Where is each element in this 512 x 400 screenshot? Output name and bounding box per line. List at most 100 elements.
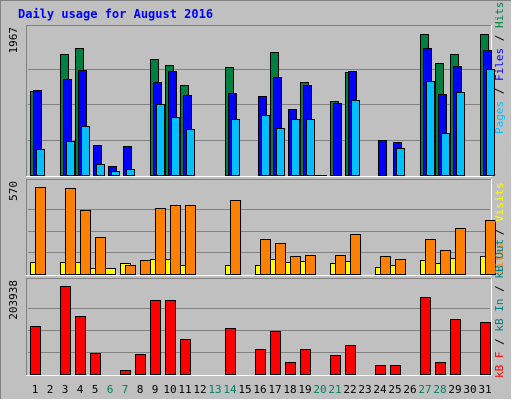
panel-top-scale-label: 1967 [7,27,20,54]
bar-pages-day-11 [186,129,195,176]
legend-top-segment: Pages [493,101,506,134]
x-label-day-5: 5 [92,383,99,396]
bar-kb-f-day-24 [375,365,386,375]
bar-kb-f-day-5 [90,353,101,375]
x-label-day-24: 24 [373,383,387,396]
bar-sites-day-28 [440,250,451,275]
legend-bottom-segment: kB In [493,299,506,332]
panel-bottom-scale-label: 203938 [7,280,20,320]
bar-sites-day-4 [80,210,91,275]
legend-top-segment: Hits [493,2,506,29]
x-label-day-25: 25 [388,383,401,396]
x-label-day-3: 3 [62,383,69,396]
x-label-day-16: 16 [253,383,266,396]
bar-sites-day-7 [125,265,136,275]
bar-sites-day-18 [290,256,301,275]
bar-kb-f-day-27 [420,297,431,375]
x-label-day-4: 4 [77,383,84,396]
panel-bottom: 203938 [7,278,492,376]
bar-sites-day-21 [335,255,346,275]
chart-title: Daily usage for August 2016 [18,7,213,21]
bar-kb-f-day-3 [60,286,71,375]
legend-top-segment: / [493,81,506,101]
bar-files-day-24 [378,140,387,176]
bar-pages-day-17 [276,128,285,176]
bar-sites-day-19 [305,255,316,275]
bar-pages-day-19 [306,119,315,176]
bar-pages-day-18 [291,119,300,176]
x-label-day-7: 7 [122,383,129,396]
legend-top-segment: Files [493,48,506,81]
legend-middle: Sites / Visits [493,182,506,275]
bar-sites-day-22 [350,234,361,275]
x-label-day-11: 11 [178,383,191,396]
x-label-day-1: 1 [32,383,39,396]
x-axis-day-labels: 1 2 3 4 5 6 7 8 9 10 11 12 13 14 15 16 17 18 19 20 21 22 23 24 2… [32,383,492,396]
bar-kb-f-day-9 [150,300,161,375]
bar-kb-f-day-11 [180,339,191,375]
bar-sites-day-25 [395,259,406,275]
bar-kb-f-day-22 [345,345,356,375]
bar-kb-f-day-31 [480,322,491,375]
bar-kb-f-day-8 [135,354,146,375]
bar-visits-day-6 [105,268,116,275]
bar-pages-day-28 [441,133,450,176]
legend-middle-segment: Sites [493,242,506,275]
bar-pages-day-10 [171,117,180,176]
bar-pages-day-6 [111,171,120,176]
legend-top: Pages / Files / Hits [493,2,506,135]
bar-sites-day-27 [425,239,436,275]
panel-middle-scale-label: 570 [7,181,20,201]
bar-pages-day-9 [156,104,165,176]
bar-pages-day-5 [96,164,105,176]
x-label-day-14: 14 [223,383,237,396]
x-label-day-2: 2 [47,383,54,396]
bar-sites-day-29 [455,228,466,275]
panel-middle: 570 [7,179,496,276]
bar-pages-day-31 [486,69,495,176]
x-label-day-12: 12 [193,383,206,396]
x-label-day-13: 13 [208,383,221,396]
bar-sites-day-31 [485,220,496,275]
legend-top-segment: / [493,28,506,48]
bar-kb-f-day-16 [255,349,266,375]
legend-middle-segment: Visits [493,182,506,222]
x-label-day-18: 18 [283,383,296,396]
bar-pages-day-22 [351,100,360,176]
bar-kb-f-day-17 [270,331,281,375]
legend-bottom-segment: kB F [493,352,506,379]
bar-files-day-21 [333,103,342,176]
bar-sites-day-1 [35,187,46,275]
bar-sites-day-11 [185,205,196,275]
x-label-day-31: 31 [478,383,491,396]
bar-kb-f-day-18 [285,362,296,375]
bar-sites-day-14 [230,200,241,275]
x-label-day-29: 29 [448,383,461,396]
x-label-day-21: 21 [328,383,341,396]
bar-kb-f-day-28 [435,362,446,375]
bar-sites-day-10 [170,205,181,275]
x-label-day-10: 10 [163,383,176,396]
x-label-day-27: 27 [418,383,431,396]
bar-pages-day-1 [36,149,45,176]
bar-pages-day-3 [66,141,75,176]
bar-sites-day-9 [155,208,166,275]
legend-bottom-segment: / [493,332,506,352]
legend-bottom-segment: / [493,279,506,299]
x-label-day-15: 15 [238,383,251,396]
bar-kb-f-day-21 [330,355,341,375]
bar-pages-day-27 [426,81,435,176]
bar-kb-f-day-19 [300,349,311,375]
x-label-day-9: 9 [152,383,159,396]
bar-kb-f-day-29 [450,319,461,375]
bar-sites-day-8 [140,260,151,275]
x-label-day-30: 30 [463,383,476,396]
x-label-day-23: 23 [358,383,371,396]
x-label-day-28: 28 [433,383,446,396]
x-label-day-22: 22 [343,383,356,396]
bar-pages-day-29 [456,92,465,176]
chart-panels: 1967 570 203938 [7,25,496,376]
x-label-day-8: 8 [137,383,144,396]
x-label-day-20: 20 [313,383,326,396]
